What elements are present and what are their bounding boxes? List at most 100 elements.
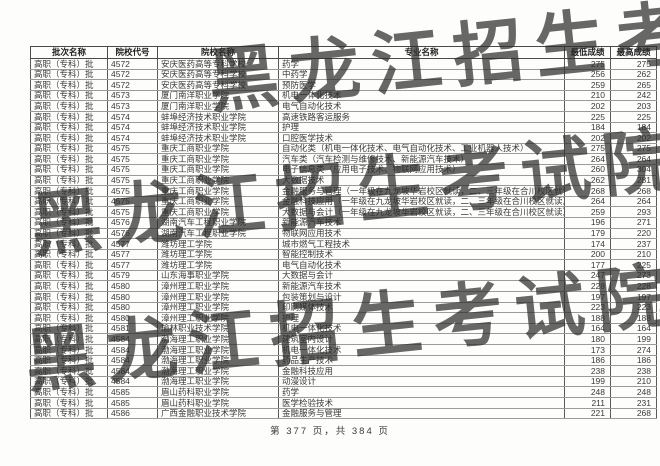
table-row: 高职（专科）批 4580 漳州理工职业学院 印刷媒体技术 223 223 [30, 301, 657, 314]
max-score-cell: 281 [610, 174, 657, 187]
major-cell: 建筑室内设计 [278, 333, 565, 346]
college-cell: 安庆医药高等专科学校 [157, 58, 279, 70]
major-cell: 自动化类（机电一体化技术、电气自动化技术、工业机器人技术） [278, 142, 565, 155]
college-cell: 潍坊理工学院 [157, 238, 279, 250]
table-row: 高职（专科）批 4584 渤海理工职业学院 机电一体化技术 173 274 [30, 344, 657, 356]
batch-cell: 高职（专科）批 [30, 110, 108, 123]
table-body: 高职（专科）批 4572 安庆医药高等专科学校 药学 275 275 高职（专科）批 4572… [30, 58, 657, 420]
table-row: 高职（专科）批 4576 湖南汽车工程职业学院 物联网应用技术 179 220 [30, 227, 657, 240]
max-score-cell: 220 [610, 227, 657, 240]
table-row: 高职（专科）批 4574 蚌埠经济技术职业学院 口腔医学技术 202 202 [30, 132, 657, 144]
batch-cell: 高职（专科）批 [30, 79, 108, 91]
column-header-college-cell: 院校名称 [157, 46, 279, 59]
code-cell: 4574 [107, 121, 158, 134]
major-cell: 预防医学 [278, 79, 565, 91]
table-row: 高职（专科）批 4574 蚌埠经济技术职业学院 高速铁路客运服务 225 225 [30, 110, 657, 123]
max-score-cell: 225 [610, 259, 657, 271]
min-score-cell: 164 [564, 322, 611, 335]
batch-cell: 高职（专科）批 [30, 132, 108, 144]
college-cell: 渤海理工职业学院 [157, 375, 279, 388]
max-score-cell: 203 [610, 100, 657, 112]
min-score-cell: 211 [564, 397, 611, 409]
max-score-cell: 264 [610, 195, 657, 208]
table-row: 高职（专科）批 4575 重庆工商职业学院 电子信息类（应用电子技术、物联网应用技术）… [30, 163, 657, 176]
max-score-cell: 199 [610, 333, 657, 346]
major-cell: 机电一体化技术 [278, 344, 565, 356]
max-score-cell: 262 [610, 68, 657, 81]
major-cell: 护理 [278, 121, 565, 134]
max-score-cell: 264 [610, 153, 657, 165]
code-cell: 4581 [107, 322, 158, 335]
table-row: 高职（专科）批 4575 重庆工商职业学院 大数据与会计（一年级在九龙坡华岩校区就读，… [30, 206, 657, 218]
max-score-cell: 202 [610, 132, 657, 144]
major-cell: 新能源汽车技术 [278, 216, 565, 229]
max-score-cell: 237 [610, 238, 657, 250]
batch-cell: 高职（专科）批 [30, 344, 108, 356]
min-score-cell: 256 [564, 68, 611, 81]
major-cell: 汽车类（汽车检测与维修技术、新能源汽车技术） [278, 153, 565, 165]
max-score-cell: 188 [610, 312, 657, 324]
table-row: 高职（专科）批 4579 山东海事职业学院 大数据与会计 247 273 [30, 269, 657, 282]
min-score-cell: 202 [564, 132, 611, 144]
table-row: 高职（专科）批 4577 潍坊理工学院 智能控制技术 200 210 [30, 248, 657, 261]
batch-cell: 高职（专科）批 [30, 397, 108, 409]
min-score-cell: 275 [564, 58, 611, 70]
table-row: 高职（专科）批 4577 潍坊理工学院 城市燃气工程技术 174 237 [30, 238, 657, 250]
code-cell: 4575 [107, 142, 158, 155]
code-cell: 4585 [107, 386, 158, 398]
major-cell: 机电一体化技术 [278, 322, 565, 335]
code-cell: 4576 [107, 227, 158, 240]
college-cell: 潍坊理工学院 [157, 248, 279, 261]
batch-cell: 高职（专科）批 [30, 365, 108, 377]
batch-cell: 高职（专科）批 [30, 238, 108, 250]
batch-cell: 高职（专科）批 [30, 386, 108, 398]
min-score-cell: 180 [564, 333, 611, 346]
min-score-cell: 264 [564, 195, 611, 208]
batch-cell: 高职（专科）批 [30, 269, 108, 282]
max-score-cell: 268 [610, 185, 657, 197]
max-score-cell: 210 [610, 248, 657, 261]
table-row: 高职（专科）批 4575 重庆工商职业学院 大数据技术 262 281 [30, 174, 657, 187]
major-cell: 医学检验技术 [278, 397, 565, 409]
min-score-cell: 174 [564, 238, 611, 250]
college-cell: 榆林职业技术学院 [157, 322, 279, 335]
major-cell: 中药学 [278, 68, 565, 81]
batch-cell: 高职（专科）批 [30, 89, 108, 102]
code-cell: 4572 [107, 58, 158, 70]
batch-cell: 高职（专科）批 [30, 100, 108, 112]
code-cell: 4586 [107, 407, 158, 420]
batch-cell: 高职（专科）批 [30, 375, 108, 388]
major-cell: 药学 [278, 386, 565, 398]
table-row: 高职（专科）批 4574 蚌埠经济技术职业学院 护理 184 184 [30, 121, 657, 134]
max-score-cell: 197 [610, 291, 657, 303]
max-score-cell: 184 [610, 121, 657, 134]
code-cell: 4575 [107, 206, 158, 218]
min-score-cell: 210 [564, 89, 611, 102]
min-score-cell: 223 [564, 301, 611, 314]
min-score-cell: 275 [564, 142, 611, 155]
major-cell: 电子信息类（应用电子技术、物联网应用技术） [278, 163, 565, 176]
major-cell: 金融科技应用 [278, 365, 565, 377]
college-cell: 渤海理工职业学院 [157, 344, 279, 356]
max-score-cell: 273 [610, 269, 657, 282]
min-score-cell: 200 [564, 248, 611, 261]
college-cell: 重庆工商职业学院 [157, 195, 279, 208]
code-cell: 4576 [107, 216, 158, 229]
code-cell: 4575 [107, 174, 158, 187]
table-row: 高职（专科）批 4575 重庆工商职业学院 金融服务与管理（一年级在九龙坡华岩校区就读… [30, 185, 657, 197]
column-header-major-cell: 专业名称 [278, 46, 565, 59]
batch-cell: 高职（专科）批 [30, 354, 108, 367]
college-cell: 漳州理工职业学院 [157, 312, 279, 324]
major-cell: 口腔医学技术 [278, 132, 565, 144]
table-row: 高职（专科）批 4572 安庆医药高等专科学校 中药学 256 262 [30, 68, 657, 81]
batch-cell: 高职（专科）批 [30, 58, 108, 70]
college-cell: 漳州理工职业学院 [157, 301, 279, 314]
table-row: 高职（专科）批 4580 漳州理工职业学院 新能源汽车技术 228 228 [30, 280, 657, 293]
table-row: 高职（专科）批 4575 重庆工商职业学院 自动化类（机电一体化技术、电气自动化技术、… [30, 142, 657, 155]
college-cell: 重庆工商职业学院 [157, 142, 279, 155]
code-cell: 4575 [107, 185, 158, 197]
table-row: 高职（专科）批 4575 重庆工商职业学院 汽车类（汽车检测与维修技术、新能源汽车技术… [30, 153, 657, 165]
batch-cell: 高职（专科）批 [30, 185, 108, 197]
column-header-min-score-cell: 最低成绩 [564, 46, 611, 59]
major-cell: 大数据技术 [278, 174, 565, 187]
